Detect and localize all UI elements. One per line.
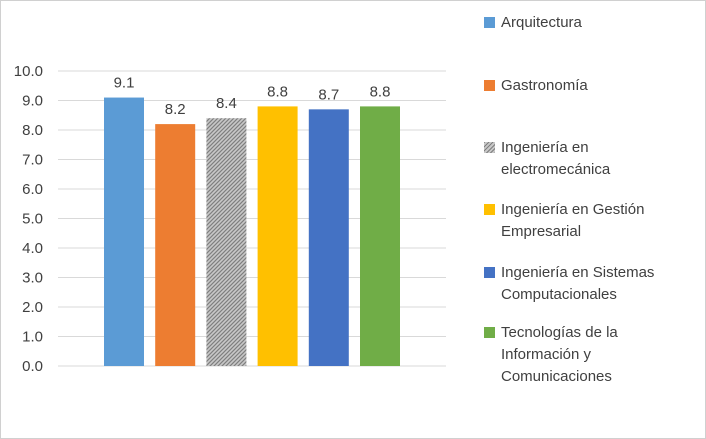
y-tick-label: 1.0 <box>22 329 43 346</box>
legend-label: Gastronomía <box>501 77 588 94</box>
y-tick-label: 10.0 <box>14 63 43 80</box>
y-tick-label: 3.0 <box>22 270 43 287</box>
legend-item: Ingeniería en Gestión Empresarial <box>484 199 696 243</box>
legend-label: Ingeniería en electromecánica <box>501 139 611 178</box>
bar <box>104 97 144 367</box>
legend-swatch <box>484 204 495 215</box>
legend-label: Tecnologías de la Información y Comunicaci… <box>501 324 618 385</box>
legend-item: Tecnologías de la Información y Comunicaci… <box>484 322 696 388</box>
legend-swatch <box>484 142 495 153</box>
data-label: 8.8 <box>267 83 288 100</box>
data-label: 8.4 <box>216 95 237 112</box>
legend-swatch <box>484 80 495 91</box>
legend-item: Arquitectura <box>484 12 696 34</box>
data-label: 8.8 <box>370 83 391 100</box>
legend-label: Arquitectura <box>501 14 582 31</box>
legend-item: Ingeniería en electromecánica <box>484 137 696 181</box>
y-tick-label: 4.0 <box>22 240 43 257</box>
y-tick-label: 2.0 <box>22 299 43 316</box>
y-tick-label: 6.0 <box>22 181 43 198</box>
y-tick-label: 8.0 <box>22 122 43 139</box>
bar <box>360 106 400 367</box>
y-tick-label: 7.0 <box>22 152 43 169</box>
y-tick-label: 5.0 <box>22 211 43 228</box>
y-tick-label: 9.0 <box>22 93 43 110</box>
y-tick-label: 0.0 <box>22 358 43 375</box>
legend-item: Ingeniería en Sistemas Computacionales <box>484 262 696 306</box>
data-label: 9.1 <box>114 75 135 92</box>
data-label: 8.2 <box>165 101 186 118</box>
bar <box>308 109 349 366</box>
legend-item: Gastronomía <box>484 75 696 97</box>
bar <box>257 106 298 367</box>
legend-swatch <box>484 17 495 28</box>
legend-label: Ingeniería en Gestión Empresarial <box>501 201 645 240</box>
bar <box>206 118 247 366</box>
legend-swatch <box>484 267 495 278</box>
data-label: 8.7 <box>318 86 339 103</box>
legend-label: Ingeniería en Sistemas Computacionales <box>501 264 655 303</box>
bar <box>155 124 196 366</box>
legend-swatch <box>484 327 495 338</box>
